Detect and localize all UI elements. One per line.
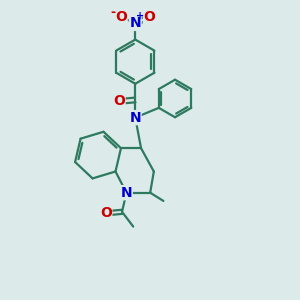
Text: N: N bbox=[130, 16, 141, 30]
Text: N: N bbox=[121, 186, 132, 200]
Text: O: O bbox=[113, 94, 125, 108]
Text: O: O bbox=[100, 206, 112, 220]
Text: +: + bbox=[136, 11, 144, 21]
Text: O: O bbox=[143, 10, 155, 24]
Text: N: N bbox=[130, 111, 141, 124]
Text: -: - bbox=[110, 6, 116, 19]
Text: O: O bbox=[115, 10, 127, 24]
